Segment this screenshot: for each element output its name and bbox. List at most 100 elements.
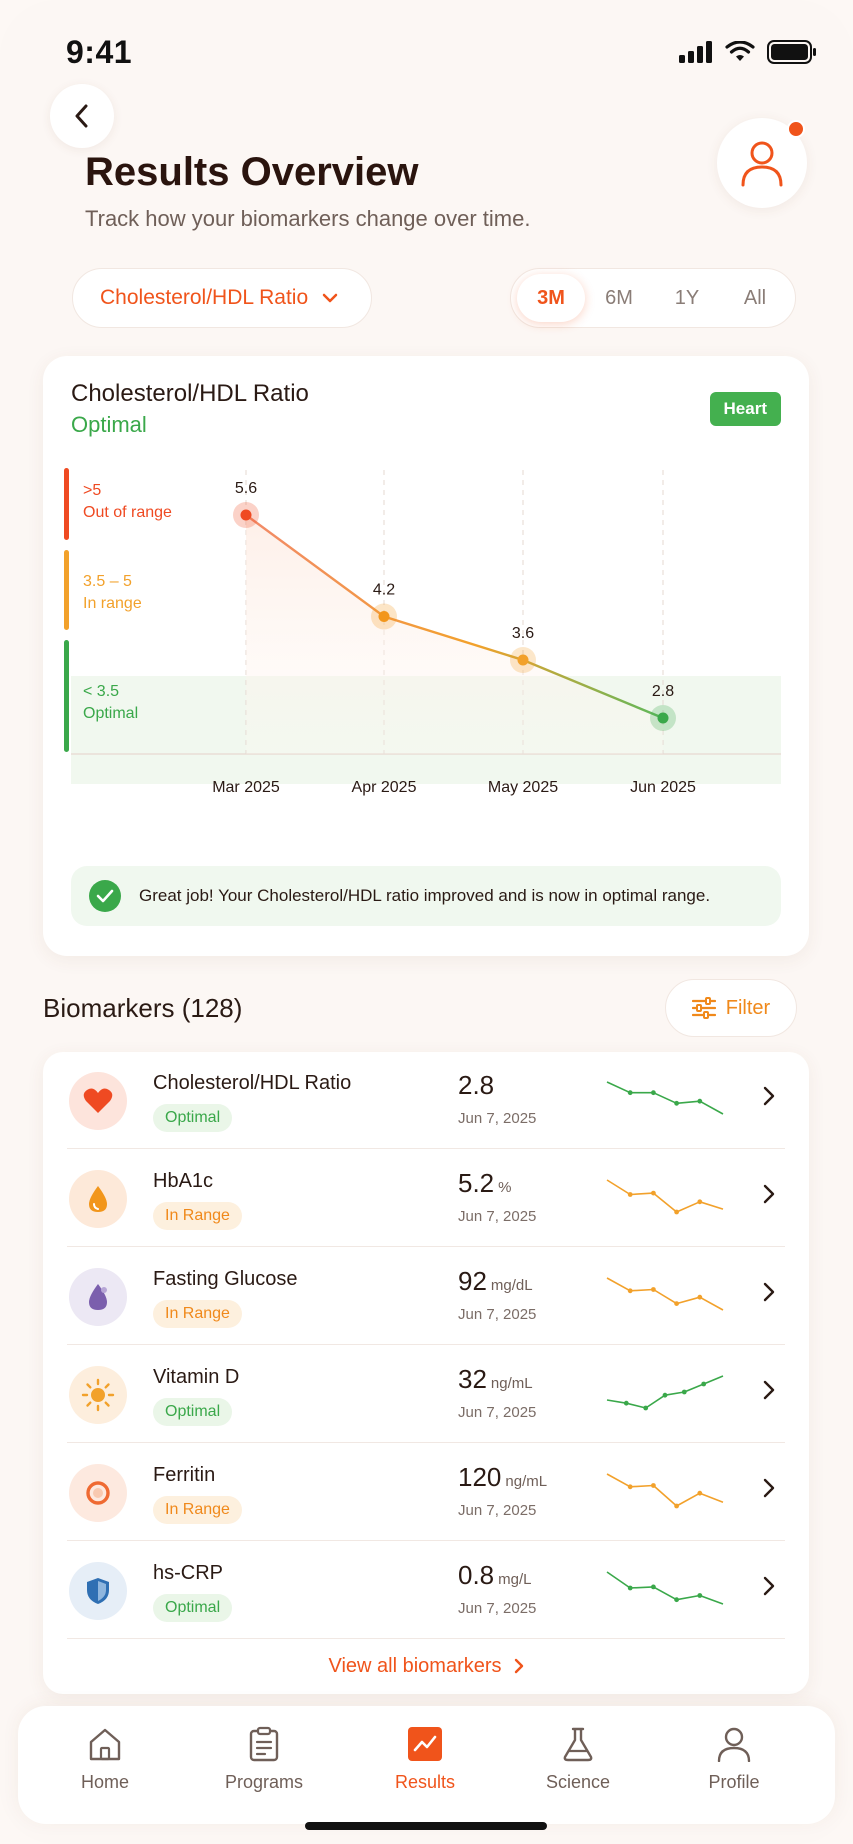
band-label-out-of-range: Out of range [83,504,172,521]
biomarker-row[interactable]: hs-CRP Optimal 0.8 mg/L Jun 7, 2025 [43,1542,809,1639]
biomarker-name: Vitamin D [153,1366,240,1388]
chevron-right-icon[interactable] [763,1184,775,1204]
spark-point [651,1287,656,1292]
status-badge: In Range [153,1496,242,1524]
back-button[interactable] [50,84,114,148]
value-number: 92 [458,1266,487,1296]
data-point[interactable] [378,611,390,622]
clipboard-icon [249,1726,279,1762]
biomarker-row[interactable]: Fasting Glucose In Range 92 mg/dL Jun 7, … [43,1248,809,1345]
spark-point [697,1098,703,1104]
spark-point [674,1301,679,1306]
chart-card-title: Cholesterol/HDL Ratio [71,380,309,407]
biomarker-date: Jun 7, 2025 [458,1110,537,1127]
data-point[interactable] [240,509,252,521]
band-range-out-of-range: >5 [83,482,101,499]
band-label-in-range: In range [83,595,142,612]
chevron-left-icon [75,104,88,128]
sliders-icon [691,997,716,1019]
filter-button[interactable]: Filter [665,979,797,1037]
tab-results[interactable]: Results [365,1726,485,1793]
biomarker-name: hs-CRP [153,1562,224,1584]
biomarker-row[interactable]: Cholesterol/HDL Ratio Optimal 2.8 Jun 7,… [43,1052,809,1149]
spark-line [606,1473,724,1507]
person-icon [741,141,783,187]
signal-icon [679,41,712,63]
value-unit: ng/mL [505,1473,548,1490]
chevron-right-icon[interactable] [763,1282,775,1302]
category-tag: Heart [709,392,781,426]
biomarker-row[interactable]: HbA1c In Range 5.2% Jun 7, 2025 [43,1150,809,1247]
flask-icon [563,1727,593,1762]
status-badge: Optimal [153,1104,233,1132]
chevron-right-icon[interactable] [763,1380,775,1400]
tab-science[interactable]: Science [518,1726,638,1793]
biomarker-value: 92 mg/dL [458,1266,533,1297]
filter-label: Filter [725,996,771,1019]
sparkline [606,1571,724,1605]
spark-line [606,1571,724,1605]
spark-point [697,1199,703,1205]
value-number: 0.8 [458,1560,495,1590]
series-line [245,514,664,720]
band-label-optimal: Optimal [83,705,138,722]
blood-drop-icon [69,1268,127,1326]
heart-icon [69,1072,127,1130]
home-indicator [305,1822,547,1830]
chart-area [246,515,663,754]
chevron-right-icon[interactable] [763,1478,775,1498]
biomarker-list: Cholesterol/HDL Ratio Optimal 2.8 Jun 7,… [43,1052,809,1694]
status-time: 9:41 [66,33,133,70]
ring-icon [69,1464,127,1522]
biomarker-row[interactable]: Vitamin D Optimal 32 ng/mL Jun 7, 2025 [43,1346,809,1443]
data-point[interactable] [517,654,529,666]
spark-point [701,1381,707,1387]
spark-point [674,1503,679,1509]
chevron-down-icon [322,293,338,303]
tab-programs[interactable]: Programs [204,1726,324,1793]
spark-point [674,1100,679,1106]
data-point[interactable] [657,712,669,724]
biomarker-value: 2.8 [458,1070,498,1101]
selector-label: Cholesterol/HDL Ratio [100,286,309,309]
biomarker-row[interactable]: Ferritin In Range 120 ng/mL Jun 7, 2025 [43,1444,809,1541]
success-message-text: Great job! Your Cholesterol/HDL ratio im… [139,886,711,905]
spark-point [627,1090,633,1096]
tab-bar: Home Programs Results Science [18,1706,835,1824]
range-tab-1y[interactable]: 1Y [674,286,700,309]
biomarker-value: 0.8 mg/L [458,1560,532,1591]
chevron-right-icon[interactable] [763,1086,775,1106]
range-tab-all[interactable]: All [743,286,767,309]
range-tab-6m[interactable]: 6M [605,286,633,309]
avatar-button[interactable] [717,118,807,208]
row-divider [67,1148,785,1149]
battery-icon [767,40,816,64]
spark-point [651,1483,656,1488]
biomarker-value: 120 ng/mL [458,1462,547,1493]
biomarker-date: Jun 7, 2025 [458,1600,537,1617]
value-number: 5.2 [458,1168,495,1198]
value-unit: mg/L [498,1571,532,1588]
biomarker-value: 5.2% [458,1168,512,1199]
x-tick-label: Apr 2025 [352,779,417,796]
spark-point [627,1585,633,1591]
band-range-optimal: < 3.5 [83,683,119,700]
status-badge: In Range [153,1300,242,1328]
spark-point [627,1484,633,1490]
range-tab-3m[interactable]: 3M [517,274,585,322]
tab-home[interactable]: Home [45,1726,165,1793]
chevron-right-icon[interactable] [763,1576,775,1596]
tab-profile[interactable]: Profile [674,1726,794,1793]
x-tick-label: Jun 2025 [630,779,696,796]
biomarker-date: Jun 7, 2025 [458,1404,537,1421]
data-label: 2.8 [652,683,674,700]
spark-line [606,1179,724,1213]
view-all-biomarkers-link[interactable]: View all biomarkers [43,1644,809,1688]
data-label: 3.6 [512,625,534,642]
spark-line [606,1081,724,1115]
biomarker-selector[interactable]: Cholesterol/HDL Ratio [72,268,372,328]
spark-point [651,1190,656,1196]
spark-point [674,1597,679,1603]
band-range-in-range: 3.5 – 5 [83,573,132,590]
